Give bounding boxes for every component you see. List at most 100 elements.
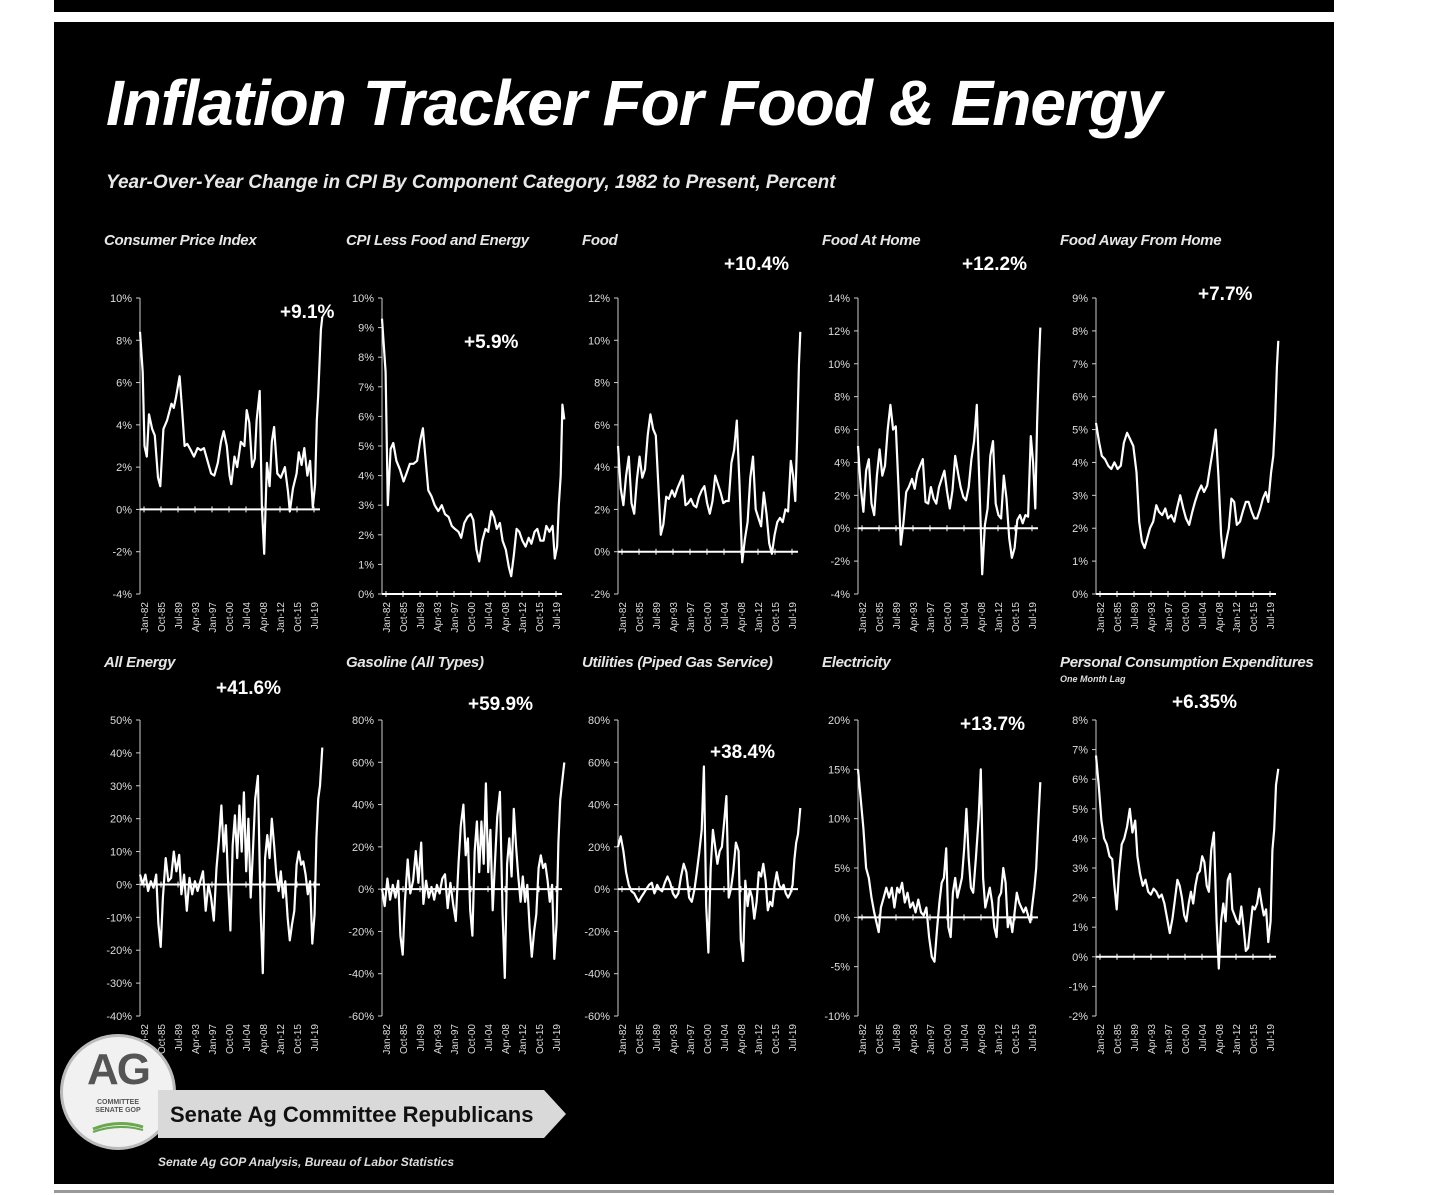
x-tick-label: Oct-00 <box>467 602 478 632</box>
x-tick-label: Jan-82 <box>618 602 629 633</box>
y-tick-label: -1% <box>1068 981 1088 993</box>
x-tick-label: Jul-19 <box>310 1024 321 1052</box>
x-tick-label: Oct-85 <box>399 602 410 632</box>
y-tick-label: 10% <box>110 293 132 305</box>
y-tick-label: -5% <box>830 962 850 974</box>
series-line <box>1094 755 1280 970</box>
bottom-border-line <box>54 1190 1334 1193</box>
y-tick-label: 7% <box>358 382 374 394</box>
page-title: Inflation Tracker For Food & Energy <box>106 67 1163 139</box>
line-chart-svg: 10% 8% 6% 4% 2% 0% -2% -4% Jan-82 Oct-85 Jul-89 Apr… <box>110 293 324 633</box>
x-tick-label: Oct-15 <box>1011 602 1022 632</box>
y-tick-label: -10% <box>106 912 132 924</box>
y-tick-label: 6% <box>116 378 132 390</box>
x-tick-label: Jul-04 <box>242 1024 253 1052</box>
x-tick-label: Oct-15 <box>535 602 546 632</box>
chart-panel-7: Gasoline (All Types) 80% 60% 40% 20% 0% -20% -4… <box>336 654 572 1074</box>
latest-value-label: +41.6% <box>216 678 281 699</box>
y-tick-label: 60% <box>588 757 610 769</box>
x-tick-label: Jul-89 <box>174 602 185 630</box>
latest-value-label: +38.4% <box>710 742 775 763</box>
x-tick-label: Apr-08 <box>501 602 512 632</box>
y-tick-label: 20% <box>110 814 132 826</box>
y-tick-label: 4% <box>1072 457 1088 469</box>
y-tick-label: -2% <box>112 547 132 559</box>
latest-value-label: +12.2% <box>962 254 1027 275</box>
x-tick-label: Jul-19 <box>552 1024 563 1052</box>
y-tick-label: 0% <box>594 884 610 896</box>
series-line <box>380 762 566 979</box>
y-tick-label: 6% <box>594 420 610 432</box>
y-tick-label: 15% <box>828 764 850 776</box>
x-tick-label: Jul-19 <box>788 602 799 630</box>
y-tick-label: 8% <box>1072 326 1088 338</box>
x-tick-label: Apr-93 <box>909 602 920 632</box>
latest-value-label: +5.9% <box>464 332 519 353</box>
chart-panel-10: Personal Consumption Expenditures One Mon… <box>1050 654 1314 1074</box>
x-tick-label: Jan-97 <box>1164 1024 1175 1055</box>
infographic-panel: Inflation Tracker For Food & Energy Year… <box>54 22 1334 1184</box>
x-tick-label: Oct-00 <box>703 1024 714 1054</box>
x-tick-label: Jul-04 <box>484 602 495 630</box>
y-tick-label: 10% <box>828 814 850 826</box>
x-tick-label: Oct-15 <box>1249 602 1260 632</box>
x-tick-label: Jul-89 <box>892 602 903 630</box>
y-tick-label: 2% <box>1072 893 1088 905</box>
y-tick-label: -40% <box>584 969 610 981</box>
x-tick-label: Oct-85 <box>157 1024 168 1054</box>
x-tick-label: Jul-04 <box>484 1024 495 1052</box>
x-tick-label: Jan-82 <box>1096 602 1107 633</box>
series-line <box>380 318 566 578</box>
y-tick-label: 4% <box>834 457 850 469</box>
x-tick-label: Jan-12 <box>754 1024 765 1055</box>
x-tick-label: Jul-04 <box>720 602 731 630</box>
x-tick-label: Jan-82 <box>1096 1024 1107 1055</box>
y-tick-label: 1% <box>1072 922 1088 934</box>
y-tick-label: 0% <box>1072 589 1088 601</box>
x-tick-label: Jul-19 <box>552 602 563 630</box>
x-tick-label: Jul-04 <box>720 1024 731 1052</box>
logo-swoosh-icon <box>92 1122 144 1133</box>
x-tick-label: Jan-97 <box>208 602 219 633</box>
y-tick-label: 14% <box>828 293 850 305</box>
x-tick-label: Apr-93 <box>1147 602 1158 632</box>
x-tick-label: Apr-08 <box>977 1024 988 1054</box>
x-tick-label: Oct-15 <box>1249 1024 1260 1054</box>
x-tick-label: Oct-85 <box>157 602 168 632</box>
y-tick-label: 0% <box>834 523 850 535</box>
chart-panel-3: Food 12% 10% 8% 6% 4% 2% 0% -2% Jan-82 Oct-85 Jul-8… <box>572 232 808 652</box>
chart-title: Food At Home <box>822 232 921 249</box>
x-tick-label: Jul-89 <box>652 602 663 630</box>
x-tick-label: Oct-85 <box>875 1024 886 1054</box>
x-tick-label: Jan-82 <box>382 1024 393 1055</box>
x-tick-label: Jan-97 <box>450 602 461 633</box>
y-tick-label: 30% <box>110 781 132 793</box>
y-tick-label: 8% <box>358 352 374 364</box>
x-tick-label: Jan-82 <box>140 602 151 633</box>
y-tick-label: 50% <box>110 715 132 727</box>
y-tick-label: 8% <box>834 392 850 404</box>
line-chart-svg: 12% 10% 8% 6% 4% 2% 0% -2% Jan-82 Oct-85 Jul-89 Apr… <box>588 293 802 633</box>
y-tick-label: 6% <box>834 425 850 437</box>
y-tick-label: -40% <box>106 1011 132 1023</box>
x-tick-label: Apr-93 <box>191 1024 202 1054</box>
x-tick-label: Oct-85 <box>635 1024 646 1054</box>
x-tick-label: Jul-19 <box>1028 1024 1039 1052</box>
y-tick-label: 4% <box>1072 833 1088 845</box>
y-tick-label: 0% <box>1072 952 1088 964</box>
x-tick-label: Jul-19 <box>788 1024 799 1052</box>
y-tick-label: 3% <box>1072 490 1088 502</box>
y-tick-label: 10% <box>110 847 132 859</box>
x-tick-label: Oct-15 <box>771 1024 782 1054</box>
y-tick-label: 5% <box>358 441 374 453</box>
x-tick-label: Oct-85 <box>399 1024 410 1054</box>
latest-value-label: +13.7% <box>960 714 1025 735</box>
page-subtitle: Year-Over-Year Change in CPI By Componen… <box>106 172 836 193</box>
chart-panel-6: All Energy 50% 40% 30% 20% 10% 0% -10% -20% -30% -… <box>94 654 330 1074</box>
chart-title: Consumer Price Index <box>104 232 257 249</box>
x-tick-label: Apr-08 <box>1215 602 1226 632</box>
x-tick-label: Jan-12 <box>1232 1024 1243 1055</box>
y-tick-label: 60% <box>352 757 374 769</box>
y-tick-label: 0% <box>116 504 132 516</box>
x-tick-label: Jul-89 <box>416 1024 427 1052</box>
